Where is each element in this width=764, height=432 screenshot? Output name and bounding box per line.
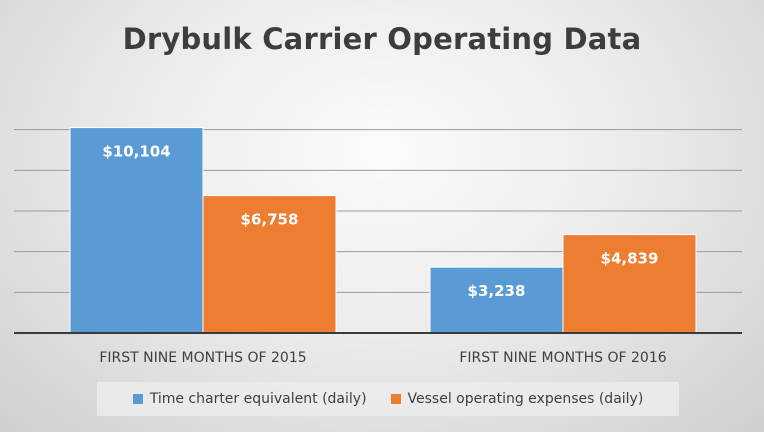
data-label-time-charter-1: $3,238	[468, 282, 526, 300]
data-label-vessel-opex-1: $4,839	[601, 250, 659, 268]
x-tick-label-1: FIRST NINE MONTHS OF 2016	[459, 350, 666, 366]
legend-item-vessel-opex: Vessel operating expenses (daily)	[390, 391, 644, 407]
legend-swatch-vessel-opex	[390, 394, 401, 404]
data-label-vessel-opex-0: $6,758	[241, 211, 299, 229]
data-label-time-charter-0: $10,104	[102, 143, 170, 161]
chart-title: Drybulk Carrier Operating Data	[122, 22, 642, 56]
legend-label-time-charter: Time charter equivalent (daily)	[149, 391, 367, 407]
legend-item-time-charter: Time charter equivalent (daily)	[132, 391, 367, 407]
legend-swatch-time-charter	[132, 394, 143, 404]
bar-vessel-opex-1	[562, 234, 697, 334]
legend-label-vessel-opex: Vessel operating expenses (daily)	[407, 391, 644, 407]
chart-legend: Time charter equivalent (daily) Vessel o…	[97, 382, 679, 416]
bar-time-charter-1	[429, 266, 564, 334]
x-tick-label-0: FIRST NINE MONTHS OF 2015	[99, 350, 306, 366]
bar-time-charter-0	[69, 127, 204, 334]
bar-vessel-opex-0	[202, 195, 337, 334]
